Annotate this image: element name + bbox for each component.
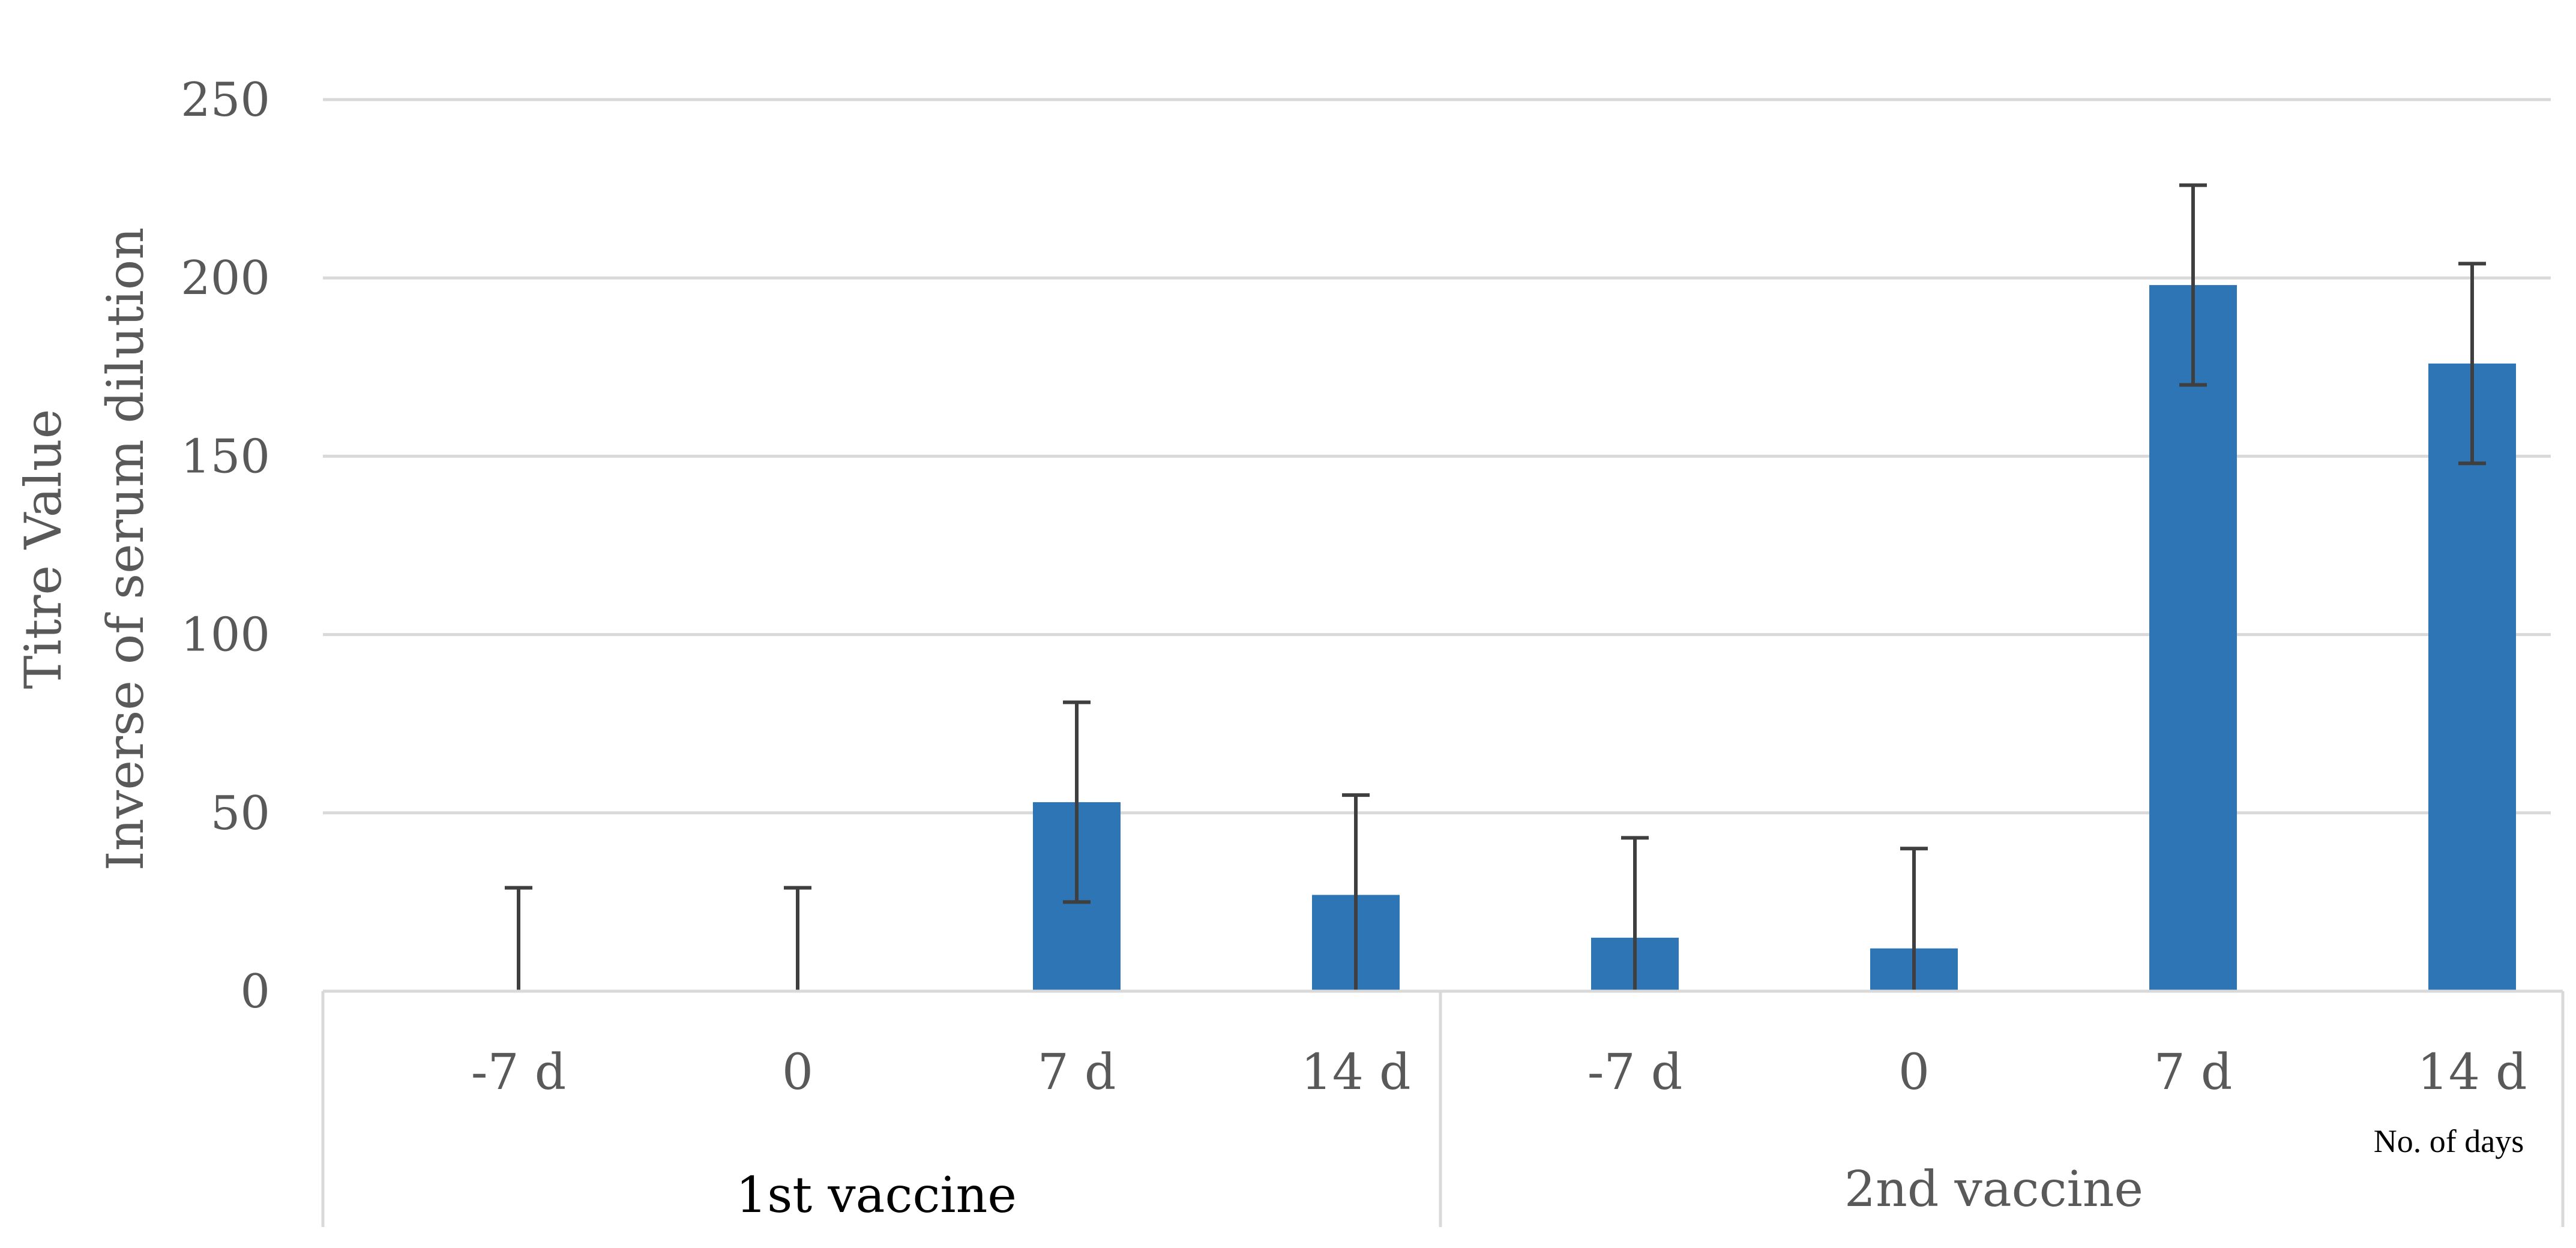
y-axis-title-line-2: Inverse of serum dilution xyxy=(96,227,155,871)
category-label-g2-3: 7 d xyxy=(2154,1044,2233,1101)
category-label-g2-4: 14 d xyxy=(2418,1044,2527,1101)
bar-g2-4 xyxy=(2428,363,2516,992)
y-axis-title-line-1: Titre Value xyxy=(14,409,73,689)
category-label-g1-3: 7 d xyxy=(1038,1044,1116,1101)
category-label-g2-2: 0 xyxy=(1898,1044,1930,1101)
y-tick-label-250: 250 xyxy=(181,73,270,127)
labels: Titre Value Inverse of serum dilution 1s… xyxy=(14,73,2527,1224)
y-tick-label-150: 150 xyxy=(181,430,270,484)
category-label-g1-2: 0 xyxy=(782,1044,813,1101)
bars xyxy=(1033,285,2516,992)
y-tick-label-0: 0 xyxy=(240,965,270,1019)
y-tick-label-200: 200 xyxy=(181,251,270,305)
y-tick-label-100: 100 xyxy=(181,608,270,662)
category-label-g1-1: -7 d xyxy=(471,1044,566,1101)
axes xyxy=(321,989,2565,1227)
group-label-2nd-vaccine: 2nd vaccine xyxy=(1844,1161,2143,1218)
category-label-g2-1: -7 d xyxy=(1587,1044,1682,1101)
category-label-g1-4: 14 d xyxy=(1301,1044,1411,1101)
bar-g2-3 xyxy=(2149,285,2237,991)
error-bars xyxy=(505,183,2486,991)
group-label-1st-vaccine: 1st vaccine xyxy=(736,1167,1017,1224)
y-tick-label-50: 50 xyxy=(211,787,270,841)
x-axis-note: No. of days xyxy=(2374,1123,2524,1159)
